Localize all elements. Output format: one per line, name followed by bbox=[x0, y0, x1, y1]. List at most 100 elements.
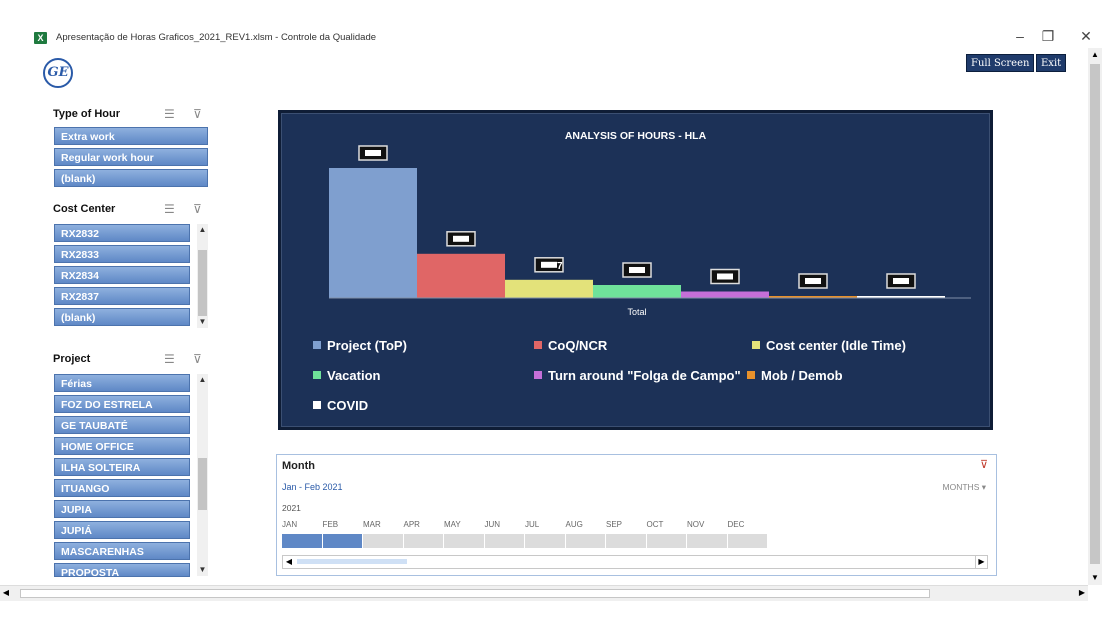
bar-5[interactable] bbox=[769, 296, 857, 298]
timeline-month-label: MAY bbox=[444, 520, 461, 529]
scroll-up-icon[interactable]: ▲ bbox=[198, 375, 207, 384]
multi-select-icon[interactable]: ☰ bbox=[164, 352, 175, 366]
scroll-right-icon[interactable]: ▶ bbox=[1078, 588, 1086, 597]
slicer-item[interactable]: ILHA SOLTEIRA bbox=[54, 458, 190, 476]
legend-swatch bbox=[313, 371, 321, 379]
scrollbar-thumb[interactable] bbox=[1090, 64, 1100, 564]
bar-2[interactable] bbox=[505, 279, 593, 298]
legend-item: Project (ToP) bbox=[313, 338, 407, 353]
timeline-month-cell[interactable] bbox=[403, 534, 444, 548]
scroll-up-icon[interactable]: ▲ bbox=[1091, 50, 1099, 59]
legend-swatch bbox=[747, 371, 755, 379]
timeline-year: 2021 bbox=[282, 503, 301, 513]
data-label-mark bbox=[629, 267, 645, 273]
slicer-item[interactable]: Regular work hour bbox=[54, 148, 208, 166]
close-button[interactable]: ✕ bbox=[1080, 28, 1092, 44]
timeline-level-dropdown[interactable]: MONTHS ▾ bbox=[942, 482, 986, 492]
timeline-month-label: AUG bbox=[565, 520, 583, 529]
timeline-month-label: JUN bbox=[484, 520, 501, 529]
timeline-month-label: FEB bbox=[322, 520, 339, 529]
slicer-item[interactable]: ITUANGO bbox=[54, 479, 190, 497]
legend-item: Vacation bbox=[313, 368, 380, 383]
scrollbar-thumb[interactable] bbox=[198, 458, 207, 510]
slicer-scrollbar[interactable]: ▲ ▼ bbox=[197, 224, 208, 328]
timeline-month-cell[interactable] bbox=[727, 534, 768, 548]
legend-item: Turn around "Folga de Campo" bbox=[534, 368, 741, 383]
slicer-item[interactable]: HOME OFFICE bbox=[54, 437, 190, 455]
timeline-month-label: NOV bbox=[687, 520, 705, 529]
window-title: Apresentação de Horas Graficos_2021_REV1… bbox=[56, 32, 377, 43]
sheet-horizontal-scrollbar[interactable]: ◀ ▶ bbox=[0, 585, 1088, 601]
data-label-mark bbox=[805, 278, 821, 284]
scroll-left-icon[interactable]: ◀ bbox=[2, 588, 10, 597]
bar-3[interactable] bbox=[593, 285, 681, 298]
multi-select-icon[interactable]: ☰ bbox=[164, 202, 175, 216]
scroll-down-icon[interactable]: ▼ bbox=[198, 565, 207, 574]
scroll-up-icon[interactable]: ▲ bbox=[198, 225, 207, 234]
bar-6[interactable] bbox=[857, 296, 945, 298]
full-screen-button[interactable]: Full Screen bbox=[966, 54, 1035, 72]
slicer-item[interactable]: MASCARENHAS bbox=[54, 542, 190, 560]
slicer-item[interactable]: PROPOSTA bbox=[54, 563, 190, 577]
timeline-month: Month ⊽ Jan - Feb 2021 MONTHS ▾ 2021 JAN… bbox=[276, 454, 997, 576]
slicer-item[interactable]: Férias bbox=[54, 374, 190, 392]
slicer-title: Cost Center bbox=[53, 203, 116, 215]
bar-1[interactable] bbox=[417, 253, 505, 298]
scrollbar-thumb[interactable] bbox=[20, 589, 930, 598]
timeline-month-cell[interactable] bbox=[484, 534, 525, 548]
legend-swatch bbox=[752, 341, 760, 349]
timeline-month-cell[interactable] bbox=[444, 534, 485, 548]
timeline-month-cell[interactable] bbox=[606, 534, 647, 548]
multi-select-icon[interactable]: ☰ bbox=[164, 107, 175, 121]
restore-button[interactable]: ❐ bbox=[1041, 28, 1055, 44]
timeline-month-cell[interactable] bbox=[525, 534, 566, 548]
legend-item: CoQ/NCR bbox=[534, 338, 607, 353]
slicer-header: Type of Hour ☰ ⊽ bbox=[48, 105, 220, 123]
clear-filter-icon[interactable]: ⊽ bbox=[193, 202, 202, 216]
timeline-month-cell[interactable] bbox=[687, 534, 728, 548]
scroll-left-icon[interactable]: ◀ bbox=[285, 557, 293, 566]
slicer-item[interactable]: RX2837 bbox=[54, 287, 190, 305]
slicer-item[interactable]: JUPIÁ bbox=[54, 521, 190, 539]
scrollbar-thumb[interactable] bbox=[297, 559, 407, 564]
timeline-month-cell[interactable] bbox=[363, 534, 404, 548]
slicer-title: Type of Hour bbox=[53, 108, 121, 120]
slicer-header: Cost Center ☰ ⊽ bbox=[48, 200, 220, 218]
slicer-item[interactable]: (blank) bbox=[54, 169, 208, 187]
timeline-month-cell[interactable] bbox=[282, 534, 323, 548]
scrollbar-thumb[interactable] bbox=[198, 250, 207, 316]
data-label-mark bbox=[365, 150, 381, 156]
legend-swatch bbox=[534, 371, 542, 379]
slicer-item[interactable]: RX2833 bbox=[54, 245, 190, 263]
data-label-mark bbox=[541, 261, 557, 268]
timeline-month-cell[interactable] bbox=[322, 534, 363, 548]
scroll-down-icon[interactable]: ▼ bbox=[1091, 573, 1099, 582]
clear-filter-icon[interactable]: ⊽ bbox=[193, 107, 202, 121]
minimize-button[interactable]: – bbox=[1016, 28, 1024, 44]
slicer-item[interactable]: RX2834 bbox=[54, 266, 190, 284]
slicer-project: Project ☰ ⊽ Férias FOZ DO ESTRELA GE TAU… bbox=[48, 350, 220, 580]
clear-filter-icon[interactable]: ⊽ bbox=[193, 352, 202, 366]
slicer-title: Project bbox=[53, 353, 91, 365]
legend-item: COVID bbox=[313, 398, 368, 413]
scroll-down-icon[interactable]: ▼ bbox=[198, 317, 207, 326]
legend-item: Cost center (Idle Time) bbox=[752, 338, 906, 353]
timeline-month-label: OCT bbox=[646, 520, 664, 529]
bar-4[interactable] bbox=[681, 291, 769, 299]
clear-filter-icon[interactable]: ⊽ bbox=[979, 459, 988, 471]
exit-button[interactable]: Exit bbox=[1036, 54, 1067, 72]
slicer-scrollbar[interactable]: ▲ ▼ bbox=[197, 374, 208, 576]
scroll-right-icon[interactable]: ▶ bbox=[975, 556, 987, 568]
bar-0[interactable] bbox=[329, 168, 417, 298]
timeline-month-cell[interactable] bbox=[646, 534, 687, 548]
chart-panel: ANALYSIS OF HOURS - HLA 7 Total Project (… bbox=[278, 110, 993, 430]
slicer-item[interactable]: FOZ DO ESTRELA bbox=[54, 395, 190, 413]
slicer-item[interactable]: Extra work bbox=[54, 127, 208, 145]
slicer-item[interactable]: GE TAUBATÉ bbox=[54, 416, 190, 434]
slicer-item[interactable]: JUPIA bbox=[54, 500, 190, 518]
timeline-month-cell[interactable] bbox=[565, 534, 606, 548]
sheet-vertical-scrollbar[interactable]: ▲ ▼ bbox=[1088, 48, 1102, 585]
slicer-item[interactable]: (blank) bbox=[54, 308, 190, 326]
slicer-item[interactable]: RX2832 bbox=[54, 224, 190, 242]
timeline-scrollbar[interactable]: ◀ ▶ bbox=[282, 555, 988, 569]
